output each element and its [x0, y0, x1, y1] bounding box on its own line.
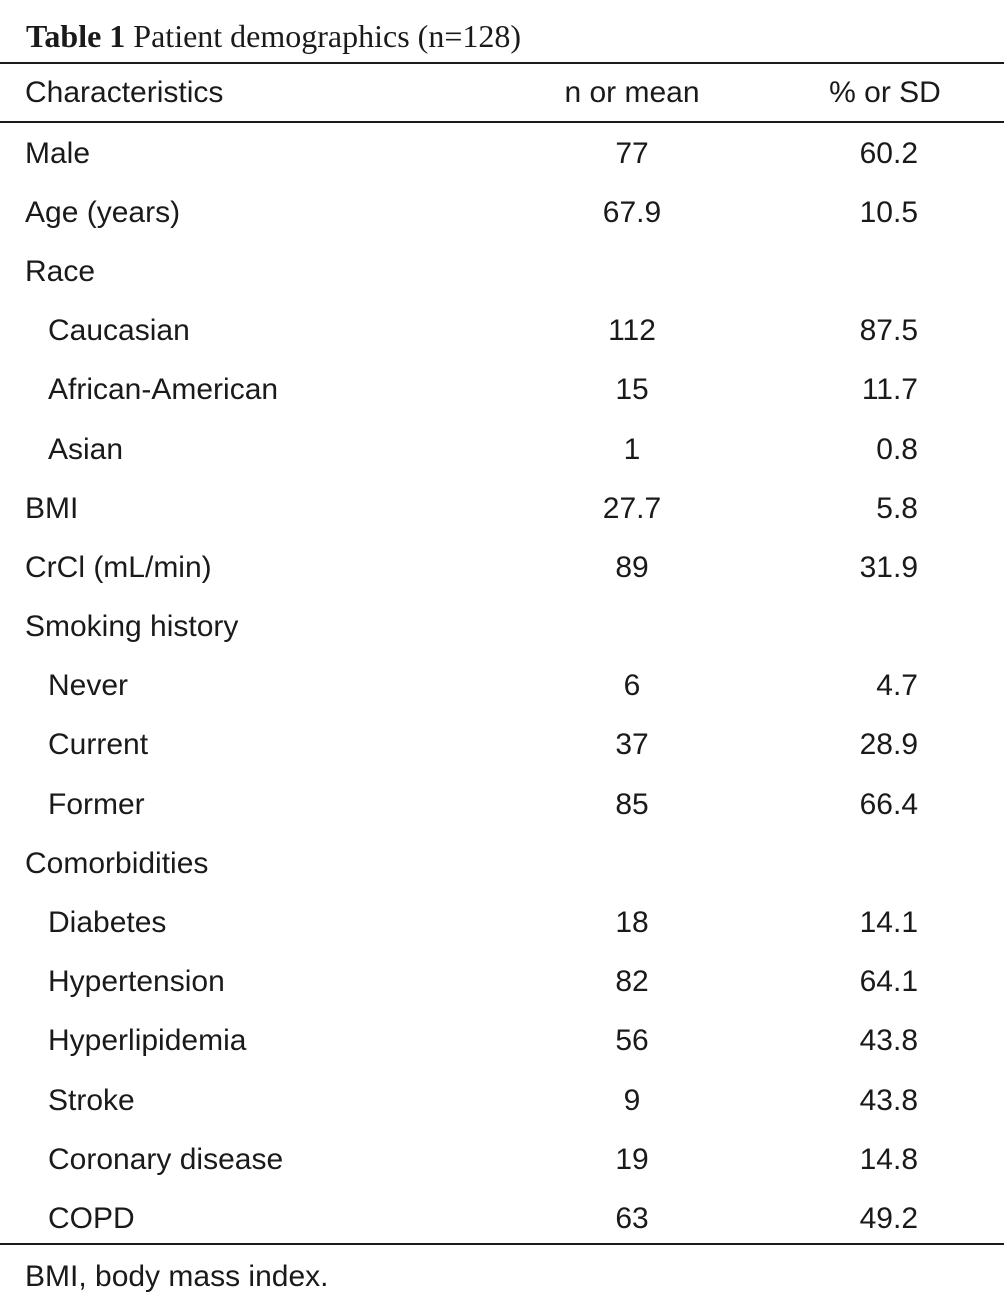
table-row: Stroke 9 43.8 — [0, 1071, 1004, 1130]
row-label: Age (years) — [25, 195, 181, 229]
row-n-or-mean: 9 — [623, 1083, 641, 1117]
row-n-or-mean: 82 — [615, 965, 649, 999]
table-row: Smoking history — [0, 598, 1004, 657]
top-rule — [0, 62, 1004, 64]
table-row: Hypertension 82 64.1 — [0, 953, 1004, 1012]
row-pct-or-sd: 49.2 — [859, 1201, 918, 1235]
row-n-or-mean: 18 — [615, 906, 649, 940]
table-row: Hyperlipidemia 56 43.8 — [0, 1012, 1004, 1071]
table-row: Coronary disease 19 14.8 — [0, 1130, 1004, 1189]
table-footnote: BMI, body mass index. — [25, 1260, 329, 1293]
row-label: CrCl (mL/min) — [25, 550, 212, 584]
header-row: Characteristics n or mean % or SD — [0, 64, 1004, 121]
table-row: Current 37 28.9 — [0, 716, 1004, 775]
table-row: CrCl (mL/min) 89 31.9 — [0, 538, 1004, 597]
row-pct-or-sd: 10.5 — [859, 195, 918, 229]
row-label: Current — [48, 728, 149, 762]
header-rule — [0, 121, 1004, 123]
row-n-or-mean: 67.9 — [602, 195, 662, 229]
table-row: Male 77 60.2 — [0, 124, 1004, 183]
table-body: Male 77 60.2 Age (years) 67.9 10.5 Race Caucasi… — [0, 124, 1004, 1249]
row-pct-or-sd: 5.8 — [876, 491, 918, 525]
row-pct-or-sd: 66.4 — [859, 787, 918, 821]
table-row: COPD 63 49.2 — [0, 1189, 1004, 1248]
table-row: Race — [0, 242, 1004, 301]
row-n-or-mean: 37 — [615, 728, 649, 762]
row-label: African-American — [48, 373, 279, 407]
row-label: COPD — [48, 1201, 135, 1235]
row-label: Caucasian — [48, 314, 190, 348]
row-label: Asian — [48, 432, 124, 466]
row-pct-or-sd — [790, 242, 918, 301]
table-row: Age (years) 67.9 10.5 — [0, 183, 1004, 242]
row-n-or-mean — [532, 242, 732, 301]
row-n-or-mean: 27.7 — [602, 491, 662, 525]
row-label: Hypertension — [48, 965, 225, 999]
row-label: Diabetes — [48, 906, 167, 940]
table-caption-label: Table 1 — [26, 18, 126, 54]
row-pct-or-sd: 11.7 — [861, 373, 918, 407]
row-n-or-mean: 89 — [615, 550, 649, 584]
row-pct-or-sd — [790, 834, 918, 893]
row-n-or-mean — [532, 834, 732, 893]
row-pct-or-sd: 64.1 — [859, 965, 918, 999]
row-pct-or-sd: 14.8 — [859, 1142, 918, 1176]
row-n-or-mean: 63 — [615, 1201, 649, 1235]
table-row: Caucasian 112 87.5 — [0, 302, 1004, 361]
row-n-or-mean: 19 — [615, 1142, 649, 1176]
row-label: Coronary disease — [48, 1142, 284, 1176]
row-n-or-mean: 85 — [615, 787, 649, 821]
bottom-rule — [0, 1243, 1004, 1245]
table-row: BMI 27.7 5.8 — [0, 479, 1004, 538]
row-pct-or-sd: 87.5 — [859, 314, 918, 348]
table-row: Never 6 4.7 — [0, 657, 1004, 716]
table-row: Diabetes 18 14.1 — [0, 893, 1004, 952]
row-pct-or-sd: 31.9 — [859, 550, 918, 584]
row-n-or-mean: 1 — [623, 432, 641, 466]
row-label: Smoking history — [25, 610, 239, 644]
row-n-or-mean: 15 — [615, 373, 649, 407]
row-pct-or-sd: 28.9 — [859, 728, 918, 762]
header-n-or-mean: n or mean — [564, 75, 700, 109]
table-row: Comorbidities — [0, 834, 1004, 893]
row-pct-or-sd — [790, 598, 918, 657]
row-pct-or-sd: 4.7 — [876, 669, 918, 703]
header-pct-or-sd: % or SD — [829, 75, 941, 109]
row-label: Hyperlipidemia — [48, 1024, 247, 1058]
row-pct-or-sd: 43.8 — [859, 1083, 918, 1117]
table-row: African-American 15 11.7 — [0, 361, 1004, 420]
table-caption: Table 1 Patient demographics (n=128) — [26, 14, 521, 58]
header-characteristics: Characteristics — [25, 75, 224, 109]
row-n-or-mean: 77 — [615, 136, 649, 170]
row-n-or-mean: 112 — [608, 314, 656, 348]
row-label: BMI — [25, 491, 79, 525]
table-row: Asian 1 0.8 — [0, 420, 1004, 479]
table-caption-text: Patient demographics (n=128) — [133, 18, 522, 54]
row-label: Race — [25, 254, 96, 288]
row-n-or-mean — [532, 598, 732, 657]
row-pct-or-sd: 0.8 — [876, 432, 918, 466]
row-pct-or-sd: 14.1 — [859, 906, 918, 940]
row-label: Comorbidities — [25, 846, 209, 880]
row-n-or-mean: 56 — [615, 1024, 649, 1058]
row-label: Male — [25, 136, 91, 170]
table-header: Characteristics n or mean % or SD — [0, 64, 1004, 121]
row-pct-or-sd: 60.2 — [859, 136, 918, 170]
row-n-or-mean: 6 — [623, 669, 641, 703]
row-label: Stroke — [48, 1083, 135, 1117]
row-pct-or-sd: 43.8 — [859, 1024, 918, 1058]
table-row: Former 85 66.4 — [0, 775, 1004, 834]
row-label: Former — [48, 787, 145, 821]
row-label: Never — [48, 669, 129, 703]
